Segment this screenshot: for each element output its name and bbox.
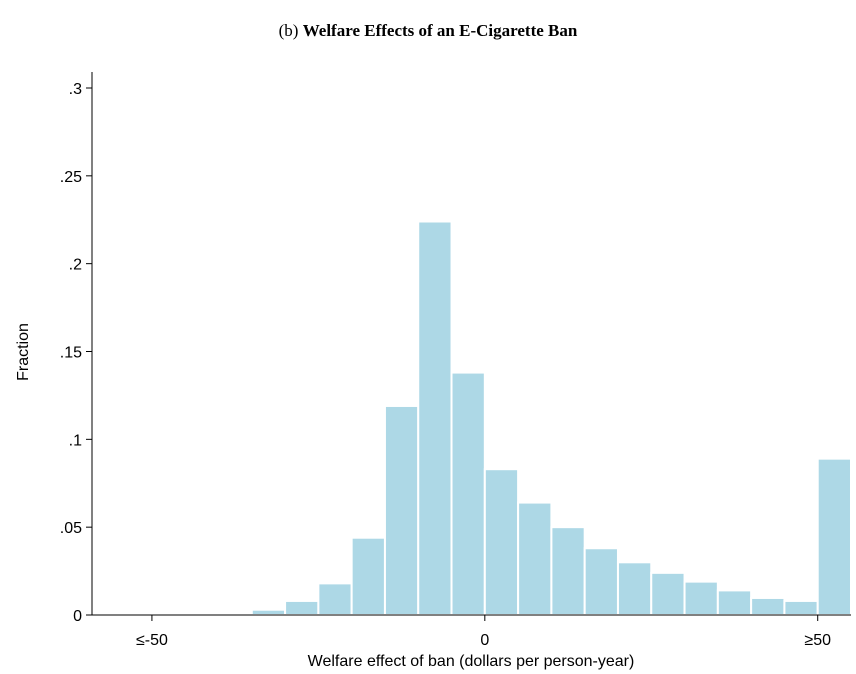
bar [816, 457, 852, 617]
bar [250, 608, 287, 616]
chart-heading: (b) Welfare Effects of an E-Cigarette Ba… [279, 21, 578, 40]
bar [783, 599, 819, 616]
x-tick-label: ≥50 [804, 632, 831, 649]
y-tick-label: .25 [60, 169, 82, 186]
x-tick-label: 0 [480, 632, 489, 649]
y-tick-label: .05 [60, 520, 82, 537]
x-axis-label: Welfare effect of ban (dollars per perso… [308, 653, 635, 670]
chart-title: Welfare Effects of an E-Cigarette Ban [303, 21, 578, 40]
bar [350, 536, 386, 616]
bar [317, 582, 353, 617]
y-tick-label: .15 [60, 345, 82, 362]
y-tick-label: .1 [69, 432, 82, 449]
bar [650, 571, 686, 617]
bar [483, 468, 520, 616]
bar [284, 599, 320, 616]
bar [517, 501, 553, 616]
panel-label: (b) [279, 21, 299, 40]
y-tick-label: 0 [73, 608, 82, 625]
bar [750, 596, 786, 616]
bar [616, 561, 653, 616]
x-tick-label: ≤-50 [136, 632, 168, 649]
bar [450, 371, 486, 616]
bar [417, 220, 453, 617]
bar [583, 547, 619, 616]
y-tick-label: .3 [69, 81, 82, 98]
bar [683, 580, 719, 617]
y-tick-label: .2 [69, 257, 82, 274]
y-axis-label: Fraction [15, 323, 32, 381]
bar [383, 404, 420, 616]
bar [716, 589, 753, 617]
bar [550, 526, 586, 617]
